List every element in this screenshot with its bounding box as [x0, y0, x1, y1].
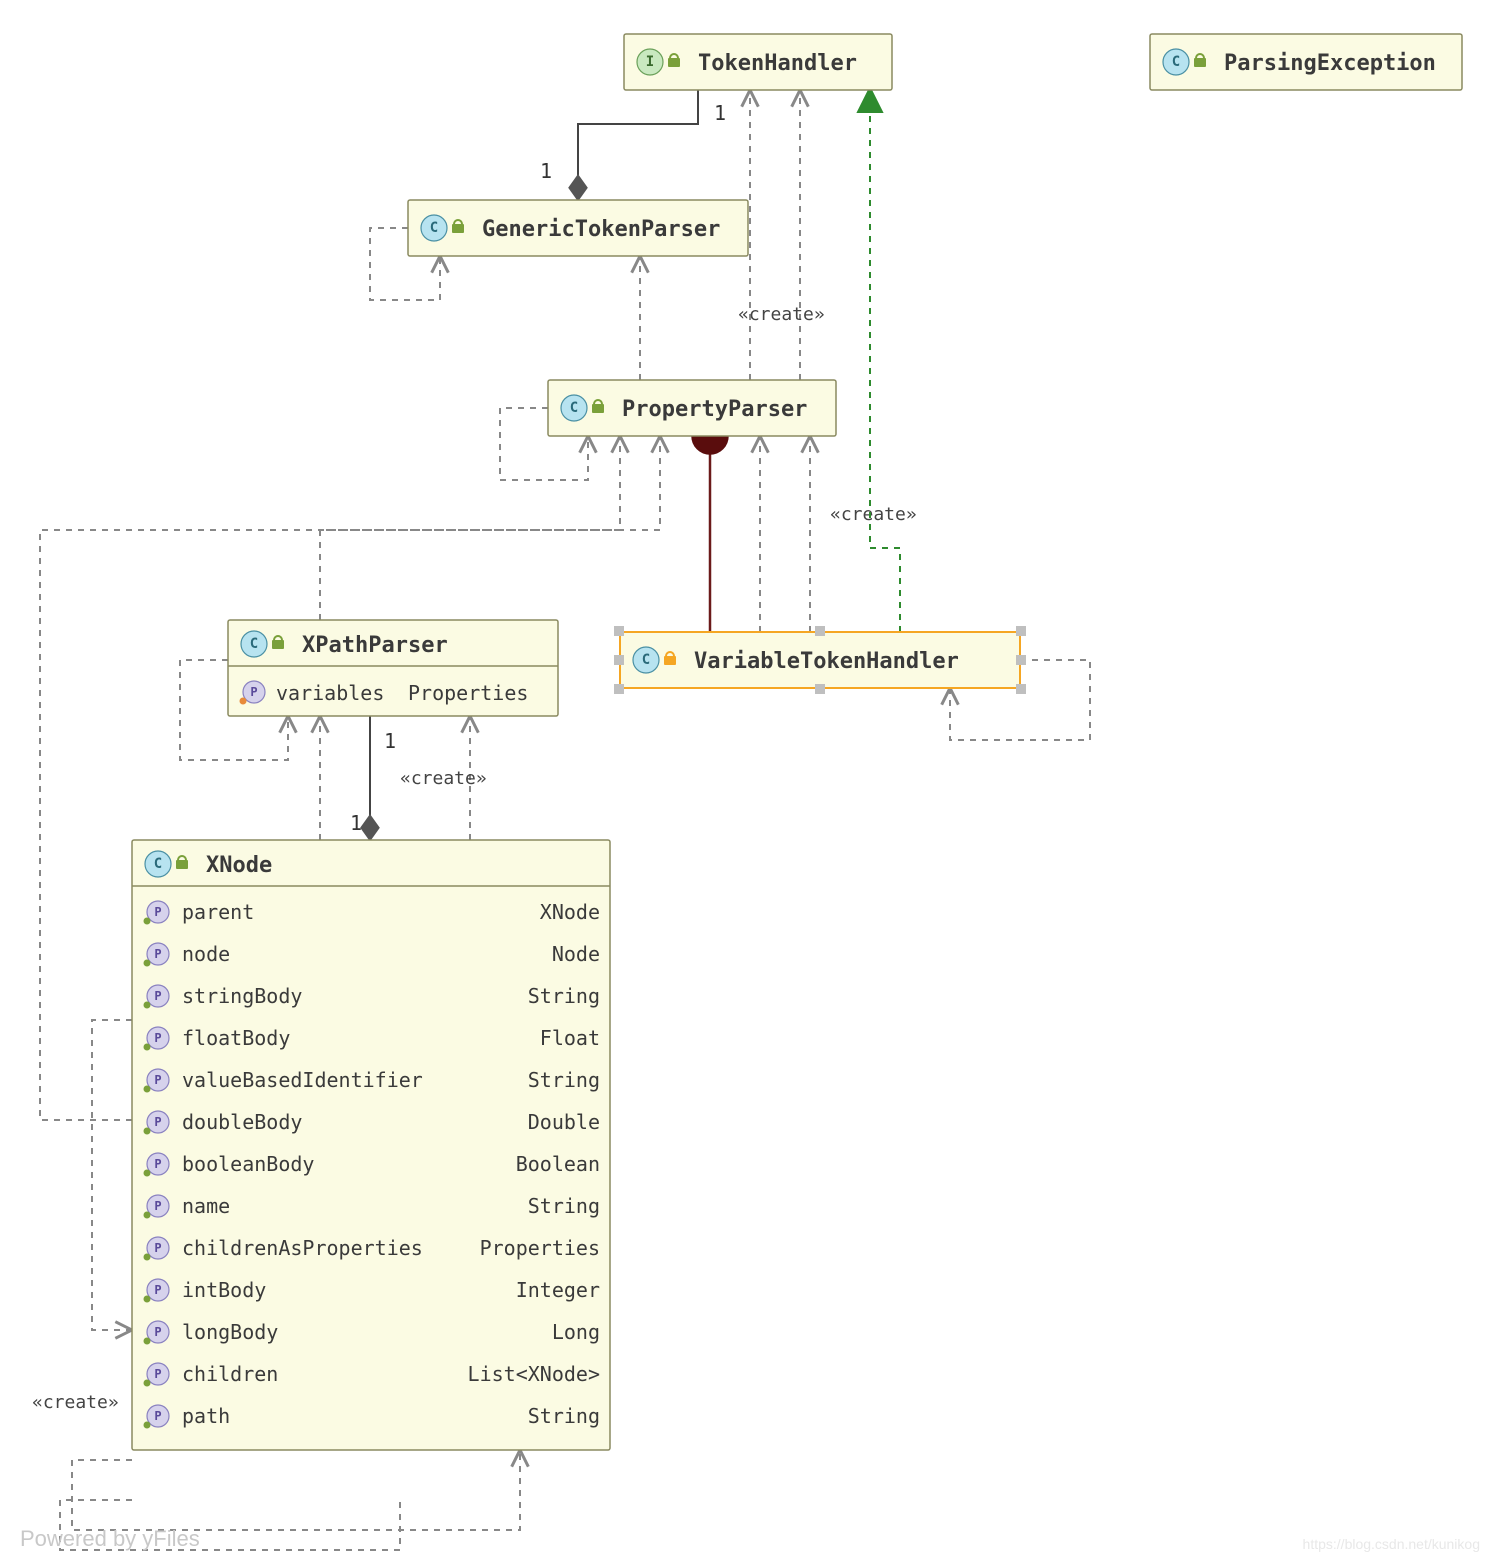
svg-text:C: C: [154, 856, 162, 872]
tokenhandler-label: TokenHandler: [698, 51, 857, 76]
xnode-prop-type: String: [528, 984, 600, 1008]
xnode-prop-name: doubleBody: [182, 1110, 302, 1134]
node-parsingexception: C ParsingException: [1150, 34, 1462, 90]
xnode-prop-type: String: [528, 1068, 600, 1092]
xnode-prop-name: childrenAsProperties: [182, 1236, 423, 1260]
xnode-prop-type: Node: [552, 942, 600, 966]
xnode-prop-name: path: [182, 1404, 230, 1428]
svg-text:P: P: [154, 1073, 161, 1087]
svg-text:P: P: [154, 1409, 161, 1423]
generictokenparser-label: GenericTokenParser: [482, 217, 720, 242]
mult-xnode-1: 1: [350, 811, 362, 835]
xnode-prop-type: String: [528, 1194, 600, 1218]
svg-text:I: I: [646, 54, 654, 70]
edge-xpp-pp: [320, 436, 620, 620]
xpathparser-label: XPathParser: [302, 633, 448, 658]
xnode-prop-name: name: [182, 1194, 230, 1218]
xnode-prop-name: node: [182, 942, 230, 966]
mult-gtp-1: 1: [540, 159, 552, 183]
xnode-prop-name: valueBasedIdentifier: [182, 1068, 423, 1092]
xpathparser-prop-name: variables: [276, 681, 384, 705]
svg-text:P: P: [154, 1283, 161, 1297]
xnode-prop-type: XNode: [540, 900, 600, 924]
svg-text:C: C: [1172, 54, 1180, 70]
svg-text:P: P: [154, 905, 161, 919]
node-variabletokenhandler[interactable]: C VariableTokenHandler: [614, 626, 1026, 694]
label-create-1: «create»: [738, 304, 825, 325]
parsingexception-label: ParsingException: [1224, 51, 1436, 76]
svg-text:C: C: [430, 220, 438, 236]
edge-vth-th-realize: [870, 90, 900, 632]
footer-text: Powered by yFiles: [20, 1526, 200, 1552]
xpathparser-prop-type: Properties: [408, 681, 528, 705]
xnode-prop-type: String: [528, 1404, 600, 1428]
node-propertyparser: C PropertyParser: [548, 380, 836, 436]
svg-text:P: P: [154, 1157, 161, 1171]
label-create-3: «create»: [400, 768, 487, 789]
xnode-prop-type: List<XNode>: [468, 1362, 600, 1386]
svg-text:P: P: [154, 1325, 161, 1339]
propertyparser-label: PropertyParser: [622, 397, 807, 422]
xnode-prop-name: children: [182, 1362, 278, 1386]
svg-text:P: P: [154, 1367, 161, 1381]
xnode-prop-type: Boolean: [516, 1152, 600, 1176]
label-create-4: «create»: [32, 1392, 119, 1413]
label-create-2: «create»: [830, 504, 917, 525]
xnode-prop-name: intBody: [182, 1278, 266, 1302]
watermark-text: https://blog.csdn.net/kunikog: [1303, 1536, 1480, 1552]
mult-xpp-1: 1: [384, 729, 396, 753]
xnode-prop-type: Integer: [516, 1278, 600, 1302]
mult-th-1: 1: [714, 101, 726, 125]
xnode-label: XNode: [206, 853, 272, 878]
svg-text:P: P: [154, 1199, 161, 1213]
svg-text:P: P: [154, 1115, 161, 1129]
svg-text:P: P: [250, 685, 257, 699]
xnode-prop-type: Long: [552, 1320, 600, 1344]
xnode-prop-name: floatBody: [182, 1026, 290, 1050]
xnode-prop-type: Properties: [480, 1236, 600, 1260]
svg-text:C: C: [570, 400, 578, 416]
xnode-prop-name: parent: [182, 900, 254, 924]
node-generictokenparser: C GenericTokenParser: [408, 200, 748, 256]
node-xpathparser: C XPathParser P variables Properties: [228, 620, 558, 716]
xnode-prop-name: stringBody: [182, 984, 302, 1008]
xnode-prop-name: longBody: [182, 1320, 278, 1344]
xnode-prop-type: Float: [540, 1026, 600, 1050]
svg-text:P: P: [154, 989, 161, 1003]
svg-text:C: C: [642, 652, 650, 668]
variabletokenhandler-label: VariableTokenHandler: [694, 649, 959, 674]
edge-xnode-self-1: [92, 1020, 132, 1330]
node-tokenhandler: I TokenHandler: [624, 34, 892, 90]
xnode-prop-type: Double: [528, 1110, 600, 1134]
xnode-prop-name: booleanBody: [182, 1152, 314, 1176]
uml-diagram: 1 1 «create» «create» 1 1 «create» «crea…: [0, 0, 1510, 1564]
svg-text:P: P: [154, 1241, 161, 1255]
node-xnode: C XNode Pparent XNode Pnode Node PstringBody…: [132, 840, 610, 1450]
svg-text:P: P: [154, 1031, 161, 1045]
svg-text:C: C: [250, 636, 258, 652]
svg-text:P: P: [154, 947, 161, 961]
edge-gtp-th-agg: [578, 90, 698, 200]
edge-xnode-self-2b: [72, 1450, 520, 1530]
